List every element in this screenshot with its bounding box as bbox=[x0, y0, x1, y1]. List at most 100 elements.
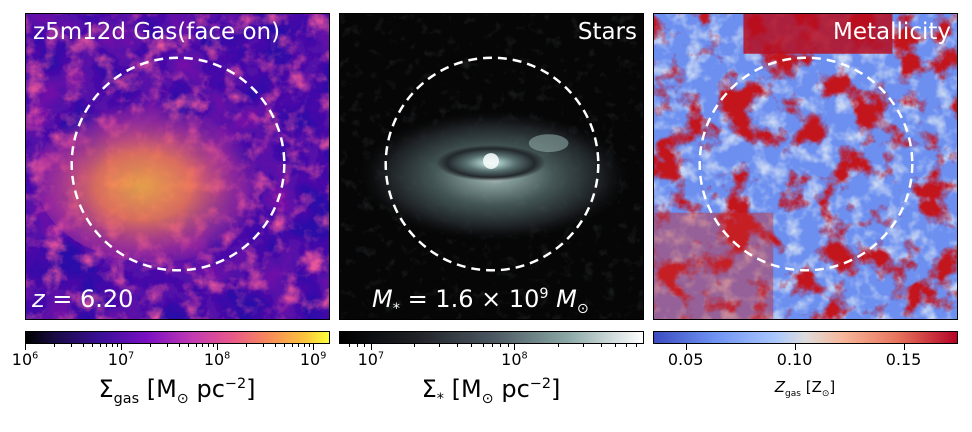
mass-value: = 1.6 × 10 bbox=[407, 285, 540, 313]
colorbar-minor-tick bbox=[614, 344, 616, 347]
sigma-star-sub: * bbox=[436, 390, 444, 407]
sigma-gas-unit-close: ] bbox=[246, 375, 256, 403]
colorbar-major-tick bbox=[514, 344, 516, 350]
metal-rich-top bbox=[743, 14, 893, 54]
metal-rich-bottom bbox=[654, 212, 774, 319]
z-gas-unit-open: [Z bbox=[800, 378, 822, 396]
mass-unit-sub: ⊙ bbox=[576, 300, 589, 317]
sigma-gas-unit-exp: −2 bbox=[224, 376, 247, 392]
sigma-star-unit-open: [M bbox=[443, 375, 482, 403]
colorbar-tick-label: 106 bbox=[12, 350, 38, 369]
colorbar-major-tick bbox=[903, 344, 905, 350]
mass-unit: M bbox=[556, 285, 577, 313]
z-gas-unit-sub: ⊙ bbox=[821, 389, 830, 399]
colorbar-minor-tick bbox=[492, 344, 494, 347]
colorbar-minor-tick bbox=[106, 344, 108, 347]
stellar-density-map bbox=[340, 14, 643, 319]
colorbar-minor-tick bbox=[53, 344, 55, 347]
colorbar-minor-tick bbox=[212, 344, 214, 347]
stars-panel: Stars M* = 1.6 × 109 M⊙ bbox=[339, 13, 644, 320]
sigma-gas-symbol: Σ bbox=[98, 375, 114, 403]
colorbar-tick-label: 107 bbox=[108, 350, 134, 369]
colorbar-minor-tick bbox=[471, 344, 473, 347]
mass-exp: 9 bbox=[539, 286, 549, 302]
colorbar-major-tick bbox=[313, 344, 315, 350]
tick-exponent: 7 bbox=[377, 350, 385, 362]
colorbar-minor-tick bbox=[245, 344, 247, 347]
sigma-star-unit-exp: −2 bbox=[529, 376, 552, 392]
sigma-star-unit-rest: pc bbox=[493, 375, 530, 403]
colorbar-minor-tick bbox=[303, 344, 305, 347]
colorbar-tick-label: 107 bbox=[358, 350, 384, 369]
stars-colorbar-label: Σ* [M⊙ pc−2] bbox=[421, 375, 561, 406]
colorbar-minor-tick bbox=[274, 344, 276, 347]
metal-rich bbox=[654, 14, 957, 319]
colorbar-minor-tick bbox=[457, 344, 459, 347]
colorbar-minor-tick bbox=[500, 344, 502, 347]
colorbar-tick-label: 0.05 bbox=[667, 350, 704, 369]
stellar-mass-label: M* = 1.6 × 109 M⊙ bbox=[372, 285, 589, 316]
z-gas-sub: gas bbox=[785, 389, 801, 399]
metallicity-colorbar bbox=[653, 331, 958, 344]
colorbar-minor-tick bbox=[166, 344, 168, 347]
colorbar-minor-tick bbox=[308, 344, 310, 347]
colorbar-major-tick bbox=[25, 344, 26, 350]
mass-symbol: M bbox=[372, 285, 393, 313]
sigma-star-unit: [M⊙ pc−2] bbox=[443, 375, 561, 406]
colorbar-minor-tick bbox=[188, 344, 190, 347]
colorbar-minor-tick bbox=[482, 344, 484, 347]
colorbar-minor-tick bbox=[626, 344, 628, 347]
metallicity-map bbox=[654, 14, 957, 319]
colorbar-tick-label: 0.15 bbox=[885, 350, 922, 369]
stars-panel-title: Stars bbox=[577, 19, 637, 45]
colorbar-minor-tick bbox=[364, 344, 366, 347]
stars-aperture-circle bbox=[384, 56, 600, 272]
sigma-gas-sub: gas bbox=[113, 390, 140, 407]
colorbar-minor-tick bbox=[291, 344, 293, 347]
sigma-star-unit-sub: ⊙ bbox=[481, 390, 494, 407]
colorbar-minor-tick bbox=[262, 344, 264, 347]
redshift-label: z = 6.20 bbox=[32, 285, 133, 313]
colorbar-minor-tick bbox=[439, 344, 441, 347]
colorbar-major-tick bbox=[685, 344, 687, 350]
z-gas-symbol: Z bbox=[774, 378, 786, 396]
colorbar-minor-tick bbox=[111, 344, 113, 347]
colorbar-minor-tick bbox=[600, 344, 602, 347]
colorbar-tick-label: 109 bbox=[300, 350, 326, 369]
mass-sub: * bbox=[392, 300, 400, 317]
colorbar-minor-tick bbox=[207, 344, 209, 347]
gas-aperture-circle bbox=[70, 56, 286, 272]
tick-base: 10 bbox=[357, 350, 378, 369]
z-gas-unit-close: ] bbox=[829, 378, 836, 396]
colorbar-minor-tick bbox=[116, 344, 118, 347]
sigma-gas-unit-rest: pc bbox=[188, 375, 225, 403]
tick-exponent: 8 bbox=[521, 350, 528, 362]
sigma-gas-unit: [M⊙ pc−2] bbox=[139, 375, 256, 406]
stars-colorbar bbox=[339, 331, 644, 344]
colorbar-minor-tick bbox=[178, 344, 180, 347]
colorbar-tick-label: 108 bbox=[204, 350, 230, 369]
colorbar-tick-label: 0.10 bbox=[776, 350, 813, 369]
tick-base: 10 bbox=[11, 350, 33, 369]
colorbar-minor-tick bbox=[298, 344, 300, 347]
sigma-gas-unit-open: [M bbox=[139, 375, 177, 403]
tick-base: 10 bbox=[501, 350, 522, 369]
colorbar-minor-tick bbox=[195, 344, 197, 347]
colorbar-major-tick bbox=[217, 344, 219, 350]
tick-exponent: 8 bbox=[224, 350, 231, 362]
gas-colorbar-label: Σgas [M⊙ pc−2] bbox=[98, 375, 256, 406]
gas-colorbar bbox=[25, 331, 330, 344]
colorbar-minor-tick bbox=[284, 344, 286, 347]
colorbar-minor-tick bbox=[635, 344, 637, 347]
tick-exponent: 9 bbox=[320, 350, 327, 362]
sigma-star-symbol: Σ bbox=[421, 375, 437, 403]
metallicity-colorbar-label: Zgas [Z⊙] bbox=[774, 378, 836, 399]
colorbar-minor-tick bbox=[149, 344, 151, 347]
metallicity-panel-title: Metallicity bbox=[833, 19, 951, 45]
stellar-clump bbox=[528, 134, 569, 153]
colorbar-minor-tick bbox=[82, 344, 84, 347]
colorbar-minor-tick bbox=[356, 344, 358, 347]
redshift-value: = 6.20 bbox=[52, 285, 134, 313]
tick-base: 10 bbox=[299, 350, 321, 369]
sigma-gas-unit-sub: ⊙ bbox=[176, 390, 189, 407]
